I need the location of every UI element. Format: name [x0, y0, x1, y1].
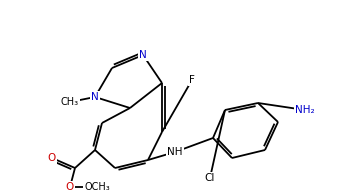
- Text: O: O: [66, 182, 74, 192]
- Text: NH₂: NH₂: [295, 105, 315, 115]
- Text: N: N: [91, 92, 99, 102]
- Text: OCH₃: OCH₃: [84, 182, 110, 192]
- Text: O: O: [48, 153, 56, 163]
- Text: Cl: Cl: [205, 173, 215, 183]
- Text: F: F: [189, 75, 195, 85]
- Text: CH₃: CH₃: [61, 97, 79, 107]
- Text: N: N: [139, 50, 147, 60]
- Text: NH: NH: [167, 147, 183, 157]
